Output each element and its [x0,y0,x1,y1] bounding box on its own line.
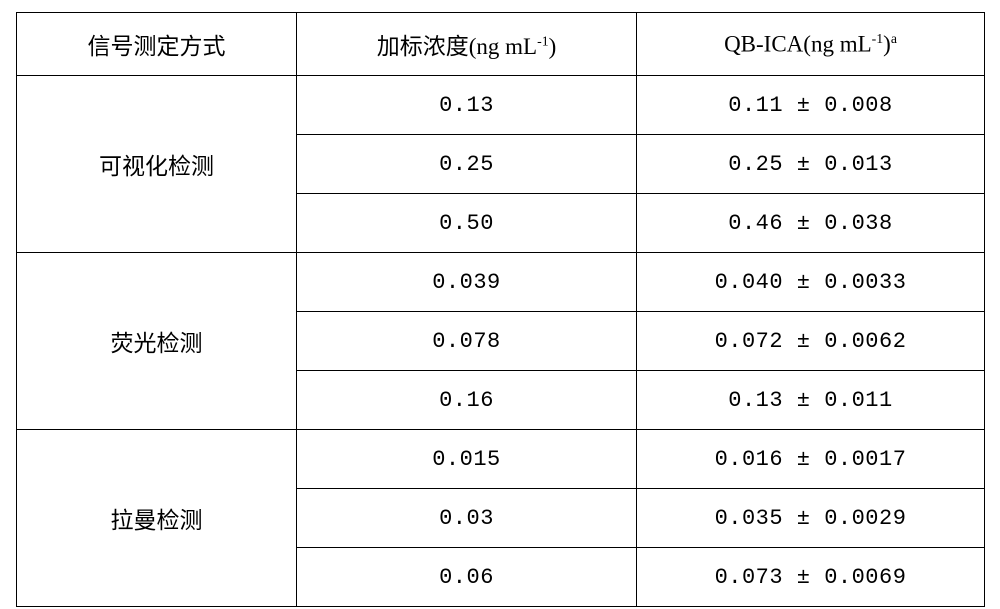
spike-cell: 0.16 [297,371,637,430]
detection-results-table: 信号测定方式 加标浓度(ng mL-1) QB-ICA(ng mL-1)a 可视… [16,12,985,607]
spike-cell: 0.039 [297,253,637,312]
table-row: 拉曼检测 0.015 0.016 ± 0.0017 [17,430,985,489]
table-header-row: 信号测定方式 加标浓度(ng mL-1) QB-ICA(ng mL-1)a [17,13,985,76]
spike-cell: 0.50 [297,194,637,253]
table-row: 可视化检测 0.13 0.11 ± 0.008 [17,76,985,135]
qbica-cell: 0.072 ± 0.0062 [637,312,985,371]
qbica-cell: 0.13 ± 0.011 [637,371,985,430]
method-cell: 荧光检测 [17,253,297,430]
spike-cell: 0.078 [297,312,637,371]
spike-cell: 0.13 [297,76,637,135]
col-header-qbica: QB-ICA(ng mL-1)a [637,13,985,76]
qbica-cell: 0.040 ± 0.0033 [637,253,985,312]
col-header-spike: 加标浓度(ng mL-1) [297,13,637,76]
table-row: 荧光检测 0.039 0.040 ± 0.0033 [17,253,985,312]
spike-cell: 0.03 [297,489,637,548]
qbica-cell: 0.25 ± 0.013 [637,135,985,194]
qbica-cell: 0.016 ± 0.0017 [637,430,985,489]
qbica-cell: 0.11 ± 0.008 [637,76,985,135]
col-header-method: 信号测定方式 [17,13,297,76]
qbica-cell: 0.035 ± 0.0029 [637,489,985,548]
spike-cell: 0.06 [297,548,637,607]
method-cell: 拉曼检测 [17,430,297,607]
qbica-cell: 0.46 ± 0.038 [637,194,985,253]
spike-cell: 0.015 [297,430,637,489]
qbica-cell: 0.073 ± 0.0069 [637,548,985,607]
spike-cell: 0.25 [297,135,637,194]
method-cell: 可视化检测 [17,76,297,253]
